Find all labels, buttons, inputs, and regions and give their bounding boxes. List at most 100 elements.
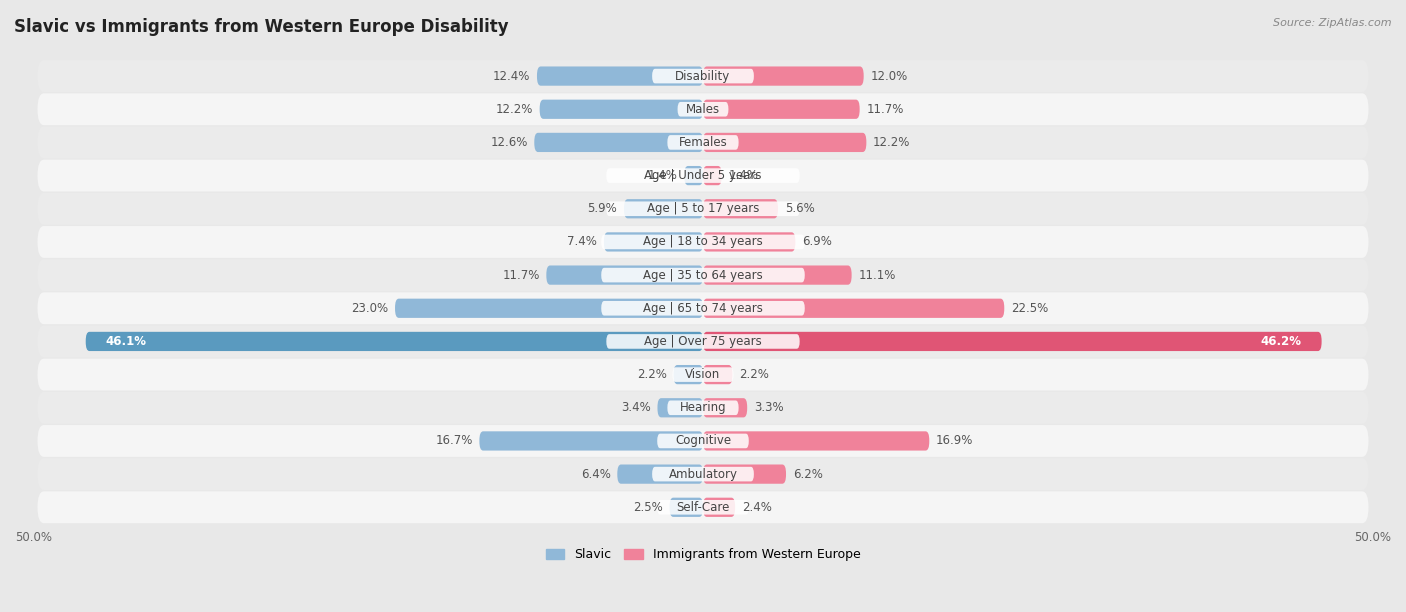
FancyBboxPatch shape xyxy=(703,233,796,252)
Text: 5.6%: 5.6% xyxy=(785,202,814,215)
Text: 16.9%: 16.9% xyxy=(936,435,973,447)
Text: Males: Males xyxy=(686,103,720,116)
FancyBboxPatch shape xyxy=(605,233,703,252)
Text: Females: Females xyxy=(679,136,727,149)
FancyBboxPatch shape xyxy=(703,166,721,185)
FancyBboxPatch shape xyxy=(703,199,778,218)
FancyBboxPatch shape xyxy=(38,94,1368,125)
Text: 12.6%: 12.6% xyxy=(491,136,527,149)
FancyBboxPatch shape xyxy=(38,326,1368,357)
FancyBboxPatch shape xyxy=(703,365,733,384)
FancyBboxPatch shape xyxy=(703,465,786,483)
Text: Age | 5 to 17 years: Age | 5 to 17 years xyxy=(647,202,759,215)
Text: 6.2%: 6.2% xyxy=(793,468,823,480)
FancyBboxPatch shape xyxy=(652,467,754,482)
FancyBboxPatch shape xyxy=(38,491,1368,523)
Text: 5.9%: 5.9% xyxy=(588,202,617,215)
FancyBboxPatch shape xyxy=(540,100,703,119)
Text: 11.1%: 11.1% xyxy=(858,269,896,282)
Text: 12.4%: 12.4% xyxy=(494,70,530,83)
FancyBboxPatch shape xyxy=(657,434,749,448)
FancyBboxPatch shape xyxy=(703,398,747,417)
FancyBboxPatch shape xyxy=(657,500,749,515)
FancyBboxPatch shape xyxy=(38,193,1368,225)
FancyBboxPatch shape xyxy=(703,133,866,152)
FancyBboxPatch shape xyxy=(38,293,1368,324)
FancyBboxPatch shape xyxy=(38,226,1368,258)
Text: Cognitive: Cognitive xyxy=(675,435,731,447)
FancyBboxPatch shape xyxy=(624,199,703,218)
Text: Slavic vs Immigrants from Western Europe Disability: Slavic vs Immigrants from Western Europe… xyxy=(14,18,509,36)
Text: Age | Under 5 years: Age | Under 5 years xyxy=(644,169,762,182)
FancyBboxPatch shape xyxy=(602,301,804,316)
FancyBboxPatch shape xyxy=(38,458,1368,490)
Text: 7.4%: 7.4% xyxy=(568,236,598,248)
Text: Ambulatory: Ambulatory xyxy=(668,468,738,480)
Text: 2.4%: 2.4% xyxy=(742,501,772,514)
Text: Age | 18 to 34 years: Age | 18 to 34 years xyxy=(643,236,763,248)
Text: 6.4%: 6.4% xyxy=(581,468,610,480)
Text: Vision: Vision xyxy=(685,368,721,381)
Text: Source: ZipAtlas.com: Source: ZipAtlas.com xyxy=(1274,18,1392,28)
FancyBboxPatch shape xyxy=(38,160,1368,192)
FancyBboxPatch shape xyxy=(678,102,728,116)
Text: 6.9%: 6.9% xyxy=(801,236,832,248)
FancyBboxPatch shape xyxy=(703,332,1322,351)
FancyBboxPatch shape xyxy=(652,69,754,83)
FancyBboxPatch shape xyxy=(703,100,859,119)
FancyBboxPatch shape xyxy=(38,359,1368,390)
FancyBboxPatch shape xyxy=(537,67,703,86)
FancyBboxPatch shape xyxy=(602,268,804,282)
Text: 16.7%: 16.7% xyxy=(436,435,472,447)
Text: 1.4%: 1.4% xyxy=(728,169,758,182)
FancyBboxPatch shape xyxy=(86,332,703,351)
FancyBboxPatch shape xyxy=(38,392,1368,424)
FancyBboxPatch shape xyxy=(703,299,1004,318)
FancyBboxPatch shape xyxy=(547,266,703,285)
FancyBboxPatch shape xyxy=(685,166,703,185)
Text: 1.4%: 1.4% xyxy=(648,169,678,182)
Text: Hearing: Hearing xyxy=(679,401,727,414)
Text: 11.7%: 11.7% xyxy=(866,103,904,116)
Text: 3.3%: 3.3% xyxy=(754,401,783,414)
Text: Age | Over 75 years: Age | Over 75 years xyxy=(644,335,762,348)
FancyBboxPatch shape xyxy=(534,133,703,152)
FancyBboxPatch shape xyxy=(703,498,735,517)
FancyBboxPatch shape xyxy=(38,127,1368,159)
FancyBboxPatch shape xyxy=(668,135,738,150)
FancyBboxPatch shape xyxy=(669,498,703,517)
Text: 12.0%: 12.0% xyxy=(870,70,908,83)
Legend: Slavic, Immigrants from Western Europe: Slavic, Immigrants from Western Europe xyxy=(540,543,866,566)
FancyBboxPatch shape xyxy=(658,398,703,417)
FancyBboxPatch shape xyxy=(479,431,703,450)
FancyBboxPatch shape xyxy=(703,67,863,86)
FancyBboxPatch shape xyxy=(38,60,1368,92)
FancyBboxPatch shape xyxy=(395,299,703,318)
FancyBboxPatch shape xyxy=(672,367,734,382)
Text: 3.4%: 3.4% xyxy=(621,401,651,414)
FancyBboxPatch shape xyxy=(606,168,800,183)
FancyBboxPatch shape xyxy=(703,431,929,450)
Text: 46.1%: 46.1% xyxy=(105,335,146,348)
Text: 11.7%: 11.7% xyxy=(502,269,540,282)
Text: 2.2%: 2.2% xyxy=(740,368,769,381)
FancyBboxPatch shape xyxy=(668,400,738,415)
Text: 46.2%: 46.2% xyxy=(1261,335,1302,348)
Text: Age | 35 to 64 years: Age | 35 to 64 years xyxy=(643,269,763,282)
Text: Self-Care: Self-Care xyxy=(676,501,730,514)
Text: 12.2%: 12.2% xyxy=(873,136,911,149)
Text: 2.5%: 2.5% xyxy=(633,501,662,514)
FancyBboxPatch shape xyxy=(38,259,1368,291)
FancyBboxPatch shape xyxy=(606,334,800,349)
FancyBboxPatch shape xyxy=(703,266,852,285)
FancyBboxPatch shape xyxy=(602,234,804,249)
Text: 22.5%: 22.5% xyxy=(1011,302,1049,315)
FancyBboxPatch shape xyxy=(673,365,703,384)
FancyBboxPatch shape xyxy=(617,465,703,483)
Text: 2.2%: 2.2% xyxy=(637,368,666,381)
Text: Disability: Disability xyxy=(675,70,731,83)
Text: Age | 65 to 74 years: Age | 65 to 74 years xyxy=(643,302,763,315)
Text: 23.0%: 23.0% xyxy=(352,302,388,315)
FancyBboxPatch shape xyxy=(606,201,800,216)
FancyBboxPatch shape xyxy=(38,425,1368,457)
